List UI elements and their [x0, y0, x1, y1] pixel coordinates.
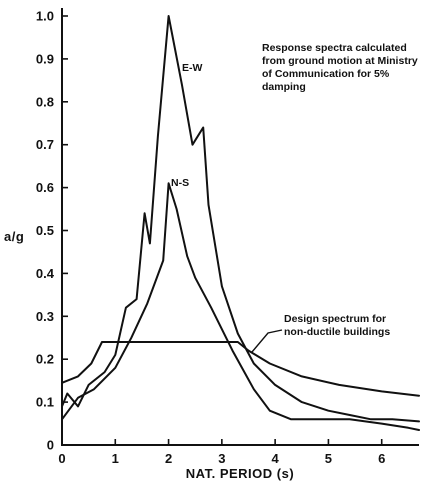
- y-axis-title: a/g: [4, 229, 24, 244]
- response-spectra-note: Response spectra calculated from ground …: [262, 42, 418, 93]
- note-line-1: Response spectra calculated: [262, 42, 407, 54]
- design-spectrum-line: [61, 341, 420, 397]
- y-tick-label-3: 0.3: [36, 309, 54, 324]
- x-tick-label-1: 1: [112, 451, 119, 466]
- y-tick-label-7: 0.7: [36, 137, 54, 152]
- y-axis-ticks: 0 0.1 0.2 0.3 0.4 0.5 0.6 0.7 0.8 0.9 1.0: [36, 9, 68, 453]
- x-tick-label-0: 0: [58, 451, 65, 466]
- x-tick-label-5: 5: [325, 451, 332, 466]
- design-note-line-2: non-ductile buildings: [284, 326, 390, 338]
- x-tick-label-2: 2: [165, 451, 172, 466]
- note-line-3: of Communication for 5%: [262, 68, 390, 80]
- y-tick-label-10: 1.0: [36, 9, 54, 24]
- ew-spectrum-line: [61, 15, 420, 423]
- y-tick-label-5: 0.5: [36, 223, 54, 238]
- note-line-4: damping: [262, 81, 306, 93]
- design-spectrum-note: Design spectrum for non-ductile building…: [251, 313, 390, 353]
- x-tick-label-3: 3: [218, 451, 225, 466]
- series-curves: [61, 15, 420, 431]
- y-tick-label-8: 0.8: [36, 94, 54, 109]
- x-tick-label-6: 6: [378, 451, 385, 466]
- x-axis-ticks: 0 1 2 3 4 5 6: [58, 439, 385, 466]
- ew-series-label: E-W: [182, 62, 203, 74]
- y-tick-label-6: 0.6: [36, 180, 54, 195]
- ns-series-label: N-S: [171, 177, 189, 189]
- axis-frame: [61, 8, 419, 446]
- note-line-2: from ground motion at Ministry: [262, 55, 418, 67]
- y-tick-label-4: 0.4: [36, 266, 55, 281]
- y-tick-label-9: 0.9: [36, 51, 54, 66]
- design-note-leader-line: [251, 329, 283, 353]
- y-tick-label-1: 0.1: [36, 395, 54, 410]
- x-axis-title: NAT. PERIOD (s): [186, 466, 294, 481]
- y-tick-label-0: 0: [47, 438, 54, 453]
- y-tick-label-2: 0.2: [36, 352, 54, 367]
- design-note-line-1: Design spectrum for: [284, 313, 386, 325]
- ns-spectrum-line: [61, 182, 420, 431]
- x-tick-label-4: 4: [272, 451, 280, 466]
